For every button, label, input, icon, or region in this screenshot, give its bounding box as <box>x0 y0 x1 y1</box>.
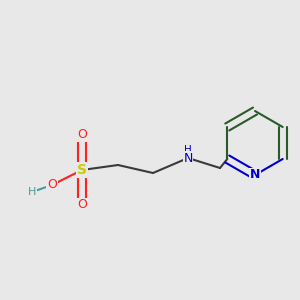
Text: H: H <box>28 187 36 197</box>
Text: O: O <box>77 128 87 142</box>
Text: S: S <box>77 163 87 177</box>
Text: H: H <box>184 145 192 155</box>
Text: O: O <box>77 199 87 212</box>
Text: O: O <box>47 178 57 191</box>
Text: N: N <box>183 152 193 164</box>
Text: N: N <box>250 169 260 182</box>
